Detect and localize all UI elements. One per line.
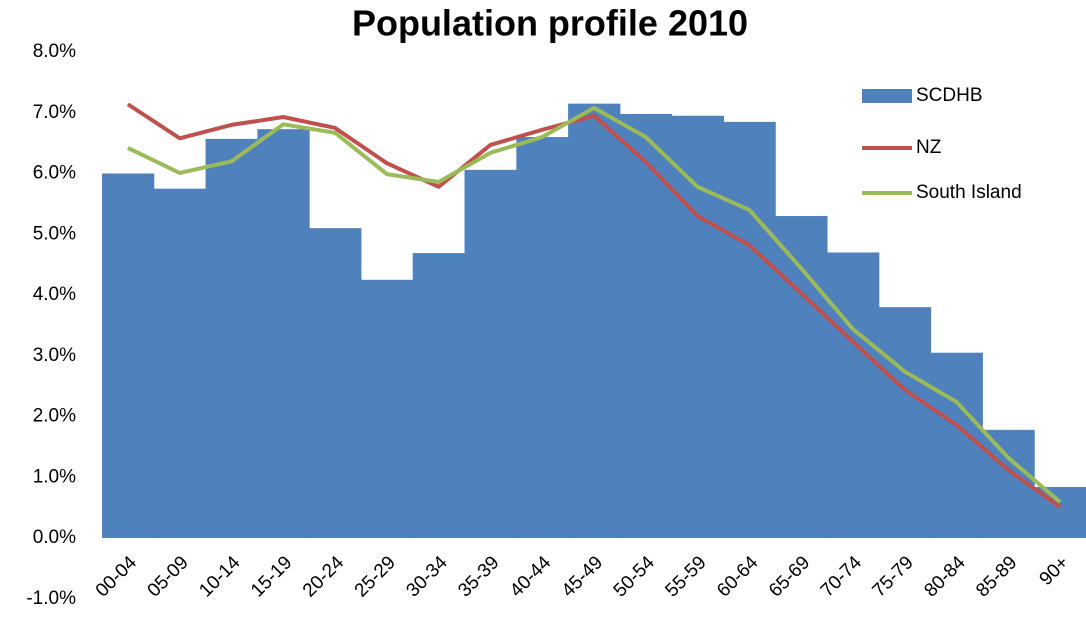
bar: [723, 121, 776, 539]
chart-title: Population profile 2010: [352, 3, 748, 44]
y-tick-label: 4.0%: [33, 284, 76, 305]
bar: [619, 113, 673, 538]
bar: [360, 279, 414, 538]
bar: [516, 137, 569, 539]
y-tick-label: 7.0%: [33, 102, 76, 123]
x-tick-label: 45-49: [558, 552, 607, 601]
x-tick-label: 30-34: [402, 552, 452, 602]
line: [126, 102, 1062, 509]
legend-label: NZ: [916, 137, 942, 158]
bar: [671, 115, 724, 538]
bar: [257, 129, 310, 538]
x-tick-label: 35-39: [454, 552, 503, 601]
bar: [205, 138, 258, 538]
bar: [464, 169, 517, 539]
y-tick-label: 6.0%: [33, 163, 76, 184]
bar: [153, 188, 207, 538]
x-tick-label: 50-54: [610, 552, 660, 602]
bar: [102, 173, 155, 538]
x-tick-label: 10-14: [195, 552, 245, 602]
x-tick-label: 25-29: [351, 552, 400, 601]
x-tick-label: 20-24: [299, 552, 349, 602]
bar: [930, 352, 983, 538]
y-tick-label: 5.0%: [33, 223, 76, 244]
y-tick-label: 2.0%: [33, 406, 76, 427]
x-tick-label: 00-04: [92, 552, 142, 602]
y-tick-label: 0.0%: [33, 527, 76, 548]
x-tick-label: 15-19: [247, 552, 296, 601]
bar: [827, 252, 880, 538]
y-tick-label: -1.0%: [26, 588, 76, 609]
x-tick-label: 60-64: [713, 552, 763, 602]
x-tick-label: 05-09: [144, 552, 193, 601]
x-tick-label: 75-79: [869, 552, 918, 601]
y-tick-label: 1.0%: [33, 466, 76, 487]
bar: [568, 103, 621, 538]
x-tick-label: 85-89: [972, 552, 1021, 601]
line: [127, 105, 1062, 504]
bar: [878, 307, 932, 538]
legend-swatch: [862, 89, 912, 103]
x-tick-label: 90+: [1036, 552, 1074, 590]
x-tick-label: 55-59: [661, 552, 710, 601]
x-tick-label: 80-84: [920, 552, 970, 602]
x-tick-label: 65-69: [765, 552, 814, 601]
x-tick-label: 40-44: [506, 552, 556, 602]
x-tick-label: 70-74: [817, 552, 867, 602]
bar: [775, 216, 828, 538]
bar: [412, 253, 466, 538]
y-tick-label: 3.0%: [33, 345, 76, 366]
y-tick-label: 8.0%: [33, 41, 76, 62]
legend-label: South Island: [916, 182, 1022, 203]
legend-label: SCDHB: [916, 85, 983, 106]
bar: [309, 228, 362, 539]
